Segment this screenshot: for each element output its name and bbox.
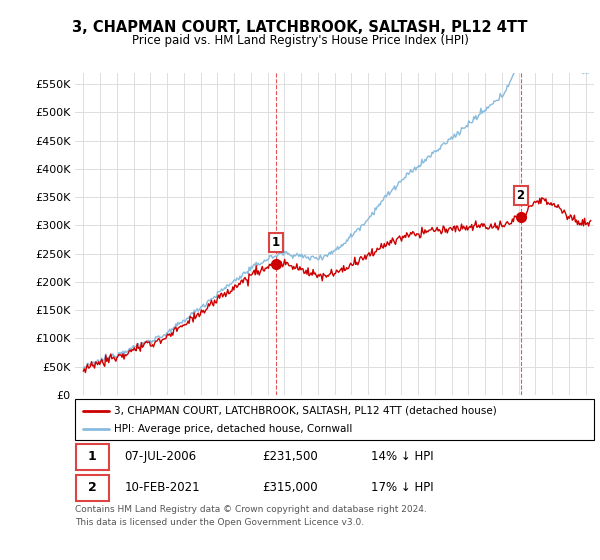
Bar bbox=[76, 475, 109, 501]
Bar bbox=[76, 444, 109, 470]
Text: £231,500: £231,500 bbox=[262, 450, 317, 464]
Text: 10-FEB-2021: 10-FEB-2021 bbox=[124, 481, 200, 494]
Text: 2: 2 bbox=[517, 189, 525, 202]
Text: £315,000: £315,000 bbox=[262, 481, 317, 494]
Text: 14% ↓ HPI: 14% ↓ HPI bbox=[371, 450, 433, 464]
Text: 3, CHAPMAN COURT, LATCHBROOK, SALTASH, PL12 4TT (detached house): 3, CHAPMAN COURT, LATCHBROOK, SALTASH, P… bbox=[114, 405, 497, 416]
Text: Price paid vs. HM Land Registry's House Price Index (HPI): Price paid vs. HM Land Registry's House … bbox=[131, 34, 469, 46]
Text: 1: 1 bbox=[272, 236, 280, 249]
Text: 07-JUL-2006: 07-JUL-2006 bbox=[124, 450, 196, 464]
Text: HPI: Average price, detached house, Cornwall: HPI: Average price, detached house, Corn… bbox=[114, 424, 352, 433]
Text: 17% ↓ HPI: 17% ↓ HPI bbox=[371, 481, 433, 494]
Text: 2: 2 bbox=[88, 481, 97, 494]
Text: Contains HM Land Registry data © Crown copyright and database right 2024.
This d: Contains HM Land Registry data © Crown c… bbox=[75, 505, 427, 526]
Text: 1: 1 bbox=[88, 450, 97, 464]
Text: 3, CHAPMAN COURT, LATCHBROOK, SALTASH, PL12 4TT: 3, CHAPMAN COURT, LATCHBROOK, SALTASH, P… bbox=[72, 20, 528, 35]
